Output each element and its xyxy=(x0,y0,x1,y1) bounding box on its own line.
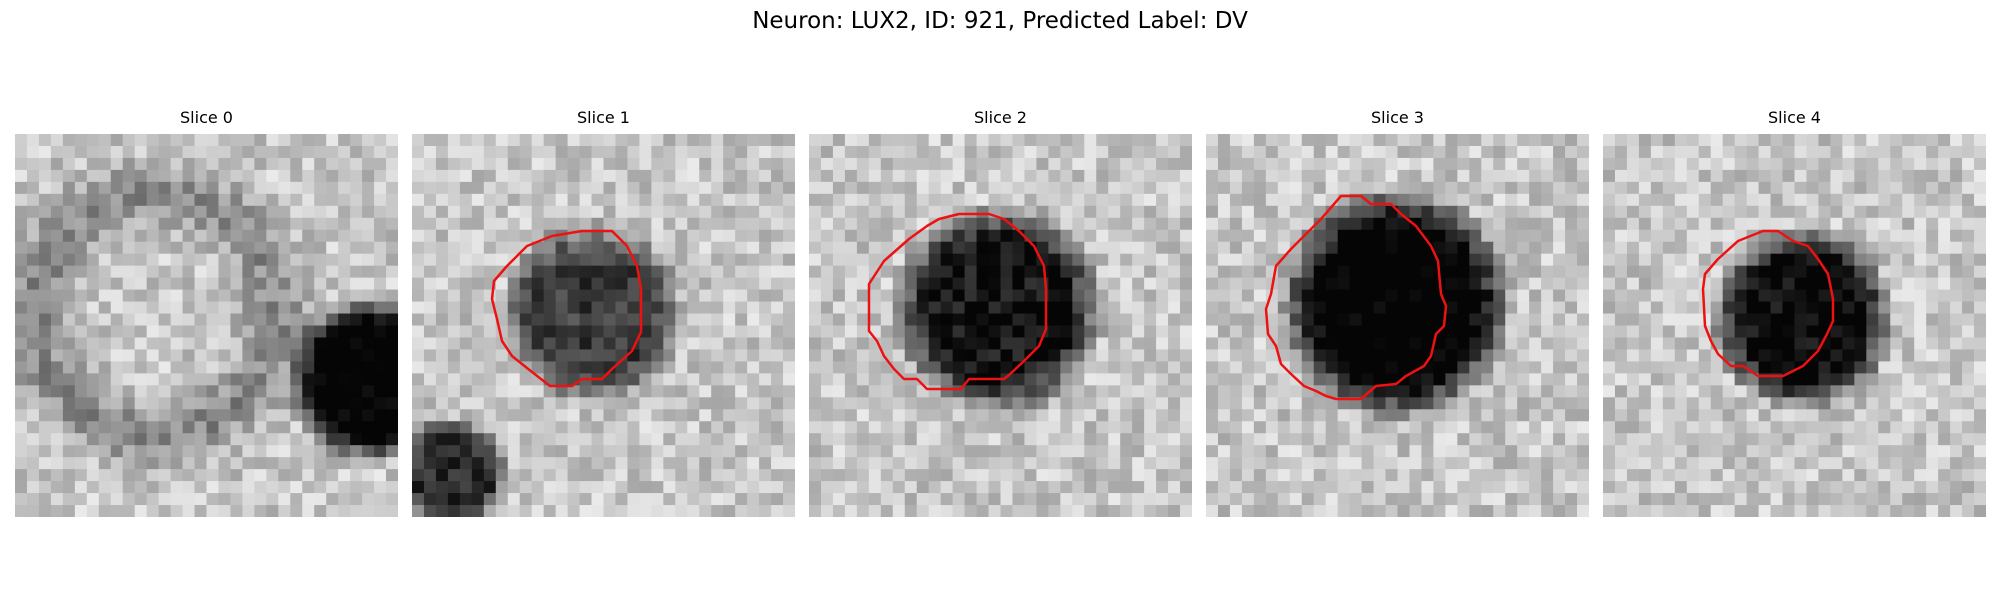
segmentation-contour xyxy=(1264,194,1448,401)
slice-image-0 xyxy=(15,134,398,517)
slice-image-1 xyxy=(412,134,795,517)
figure-title: Neuron: LUX2, ID: 921, Predicted Label: … xyxy=(752,8,1248,34)
slice-title: Slice 2 xyxy=(974,108,1027,127)
slice-title: Slice 1 xyxy=(577,108,630,127)
pixel-grid xyxy=(15,134,398,517)
slice-image-3 xyxy=(1206,134,1589,517)
segmentation-contour xyxy=(1701,229,1835,378)
pixel-grid xyxy=(1206,134,1589,517)
slice-title: Slice 4 xyxy=(1768,108,1821,127)
slice-title: Slice 3 xyxy=(1371,108,1424,127)
slice-image-2 xyxy=(809,134,1192,517)
pixel-grid xyxy=(412,134,795,517)
slice-title: Slice 0 xyxy=(180,108,233,127)
segmentation-contour xyxy=(490,229,643,388)
segmentation-contour xyxy=(867,212,1048,391)
pixel-grid xyxy=(809,134,1192,517)
slice-image-4 xyxy=(1603,134,1986,517)
pixel-grid xyxy=(1603,134,1986,517)
